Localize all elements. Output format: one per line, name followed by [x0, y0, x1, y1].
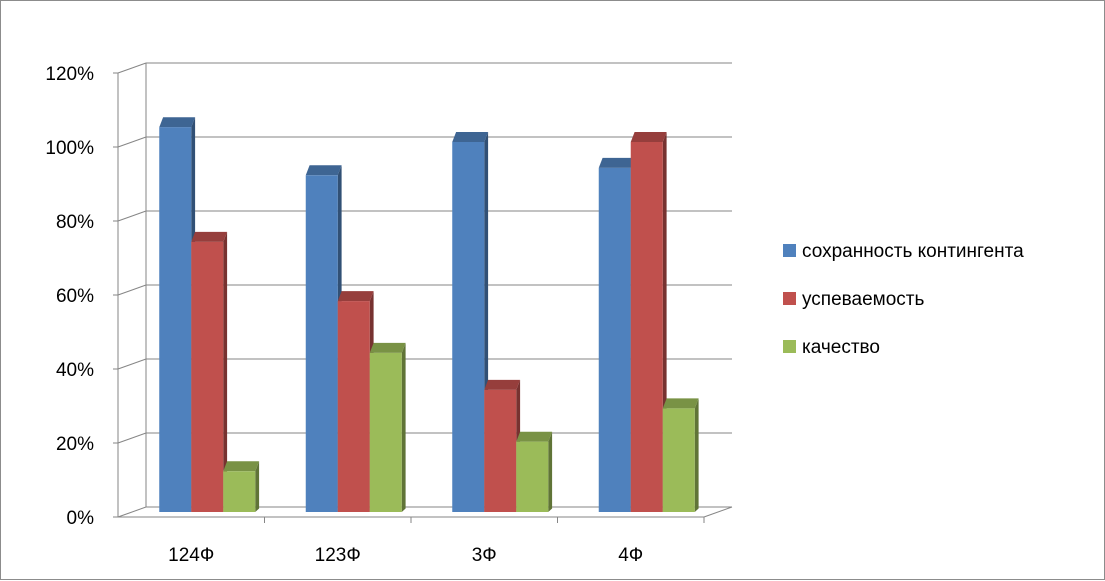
gridline-side	[117, 506, 147, 518]
bar-top	[662, 398, 699, 409]
bar-top	[223, 461, 260, 472]
y-tick-label: 120%	[45, 64, 94, 85]
y-tick-label: 80%	[56, 212, 94, 233]
bar	[452, 132, 489, 512]
bar-side	[255, 461, 260, 512]
bar-top	[159, 117, 196, 128]
legend-label: качество	[802, 337, 880, 358]
bar-side	[223, 231, 228, 512]
floor-right-edge	[703, 506, 733, 518]
y-tick-label: 0%	[67, 508, 95, 529]
bar-top	[191, 231, 228, 242]
bar-side	[548, 431, 553, 512]
bar	[662, 398, 699, 512]
legend-item: качество	[783, 337, 880, 358]
bar-top	[452, 132, 489, 142]
bar-front	[662, 408, 695, 512]
bar	[484, 379, 521, 512]
bar-front	[223, 471, 256, 512]
x-tick-label: 3Ф	[472, 545, 497, 566]
gridline-side	[117, 210, 147, 222]
y-tick-label: 100%	[45, 138, 94, 159]
gridline-side	[117, 432, 147, 444]
bar-front	[159, 127, 192, 512]
bar-front	[337, 301, 370, 512]
legend-swatch	[783, 292, 796, 305]
bar	[516, 431, 553, 512]
bars	[159, 117, 699, 513]
bar	[630, 132, 667, 512]
bar	[191, 231, 228, 512]
bar	[159, 117, 196, 512]
bar	[598, 157, 635, 512]
bar-front	[484, 389, 517, 512]
bar-top	[305, 165, 342, 176]
bar-top	[630, 132, 667, 142]
bar-front	[452, 142, 485, 512]
bar-top	[484, 379, 521, 390]
bar	[223, 461, 260, 512]
bar-front	[191, 241, 224, 512]
legend-item: сохранность контингента	[783, 241, 1024, 262]
gridline-side	[117, 358, 147, 370]
x-tick-label: 124Ф	[168, 545, 214, 566]
bar-top	[369, 342, 406, 353]
gridlines	[117, 62, 732, 518]
bar-side	[694, 398, 699, 512]
y-tick-label: 20%	[56, 434, 94, 455]
x-tick-labels: 124Ф 123Ф 3Ф 4Ф	[168, 545, 643, 566]
bar-front	[516, 441, 549, 512]
y-tick-labels: 0% 20% 40% 60% 80% 100% 120%	[45, 64, 94, 529]
x-tick-label: 4Ф	[618, 545, 643, 566]
legend-swatch	[783, 340, 796, 353]
legend-swatch	[783, 244, 796, 257]
legend-item: успеваемость	[783, 289, 924, 310]
bar-front	[598, 167, 631, 512]
bar	[305, 165, 342, 513]
gridline-side	[117, 284, 147, 296]
bar-front	[305, 175, 338, 513]
x-tick-label: 123Ф	[315, 545, 361, 566]
legend-label: успеваемость	[802, 289, 924, 310]
bar-top	[516, 431, 553, 442]
legend: сохранность контингента успеваемость качес…	[783, 241, 1024, 358]
bar-front	[369, 352, 402, 512]
y-tick-label: 60%	[56, 286, 94, 307]
bar	[369, 342, 406, 512]
bar-top	[337, 291, 374, 302]
legend-label: сохранность контингента	[802, 241, 1024, 262]
bar	[337, 291, 374, 512]
bar-side	[401, 342, 406, 512]
axes	[113, 63, 733, 523]
gridline-side	[117, 62, 147, 74]
y-tick-label: 40%	[56, 360, 94, 381]
bar-top	[598, 157, 635, 168]
bar-front	[630, 142, 663, 512]
gridline-side	[117, 136, 147, 148]
